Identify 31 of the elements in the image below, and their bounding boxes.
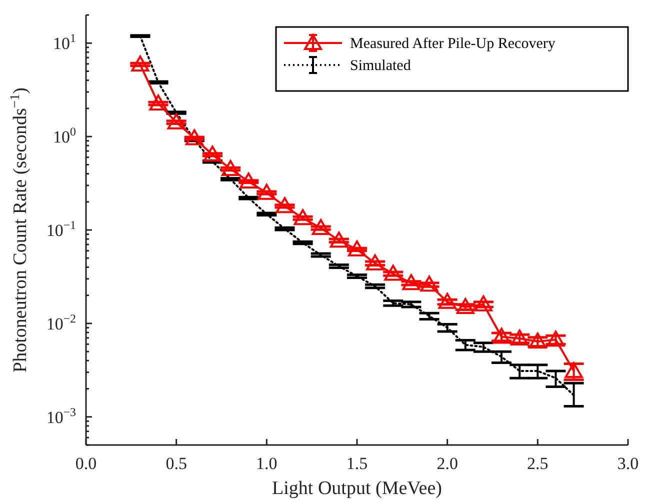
x-tick-label: 2.5: [527, 454, 548, 473]
point: [240, 172, 258, 189]
point: [258, 184, 276, 200]
point: [185, 129, 204, 146]
point: [276, 197, 294, 214]
x-tick-label: 0.5: [166, 454, 187, 473]
y-tick-label: 10$^{0}$: [53, 124, 76, 147]
point: [312, 219, 330, 236]
point: [149, 94, 168, 110]
y-tick-label: 10$^{1}$: [53, 31, 76, 54]
x-tick-label: 1.5: [346, 454, 368, 473]
point: [366, 254, 384, 270]
point: [131, 56, 150, 72]
legend-label: Simulated: [350, 58, 412, 74]
x-axis-title: Light Output (MeVee): [272, 478, 442, 499]
y-tick-label: 10$^{−2}$: [46, 311, 76, 334]
x-tick-label: 2.0: [436, 454, 458, 473]
legend-label: Measured After Pile-Up Recovery: [350, 36, 556, 52]
point: [294, 209, 312, 226]
point: [167, 113, 186, 130]
point: [203, 146, 222, 162]
point: [330, 232, 348, 248]
y-tick-label: 10$^{−1}$: [46, 218, 76, 240]
x-tick-label: 1.0: [256, 454, 278, 473]
point: [348, 240, 366, 256]
point: [384, 264, 402, 281]
point: [564, 362, 583, 378]
y-tick-label: 10$^{−3}$: [46, 404, 76, 427]
point: [222, 160, 240, 176]
x-tick-label: 0.0: [75, 454, 97, 473]
x-tick-label: 3.0: [617, 454, 639, 473]
